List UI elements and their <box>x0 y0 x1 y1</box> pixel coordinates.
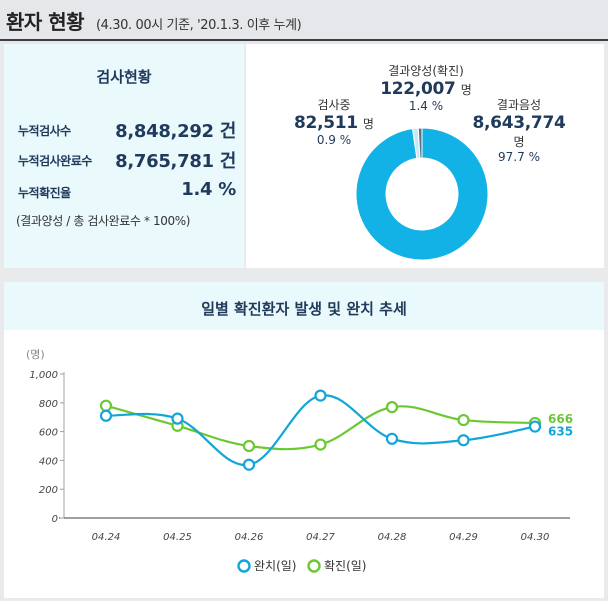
chart-title-bar <box>4 282 604 330</box>
page-header: 환자 현황 (4.30. 00시 기준, '20.1.3. 이후 누계) <box>0 0 608 44</box>
y-tick-label: 600 <box>39 428 58 439</box>
x-tick-label: 04.26 <box>235 532 264 543</box>
negative-name: 결과음성 <box>496 98 542 112</box>
x-tick-label: 04.27 <box>306 532 335 543</box>
end-value-label: 666 <box>548 412 573 426</box>
data-point[interactable] <box>314 389 327 402</box>
x-tick-label: 04.28 <box>378 532 407 543</box>
stat-label: 누적확진율 <box>18 186 71 200</box>
test-status-title: 검사현황 <box>96 68 152 86</box>
positive-name: 결과양성(확진) <box>388 64 464 78</box>
stat-value: 8,765,781 건 <box>115 151 236 172</box>
data-point[interactable] <box>385 401 399 414</box>
x-tick-label: 04.25 <box>163 532 192 543</box>
stat-value: 1.4 % <box>181 179 236 200</box>
donut-chart <box>355 127 489 261</box>
negative-value: 8,643,774 <box>472 113 566 133</box>
legend-label[interactable]: 확진(일) <box>324 559 366 573</box>
daily-trend-panel: 일별 확진환자 발생 및 완치 추세 (명) 0 200 400 600 800 1,000… <box>4 282 604 598</box>
y-tick-label: 800 <box>39 399 58 410</box>
donut-label-positive: 결과양성(확진) 122,007 명 1.4 % <box>366 62 486 113</box>
negative-unit: 명 <box>513 135 525 149</box>
stat-value: 8,848,292 건 <box>115 121 236 142</box>
legend-marker[interactable] <box>307 559 321 573</box>
data-point[interactable] <box>171 412 184 425</box>
legend-label[interactable]: 완치(일) <box>254 559 296 573</box>
x-tick-label: 04.29 <box>449 532 478 543</box>
result-donut-panel: 검사중 82,511 명 0.9 % 결과양성(확진) 122,007 명 1.… <box>246 44 604 268</box>
donut-label-testing: 검사중 82,511 명 0.9 % <box>286 96 382 147</box>
testing-name: 검사중 <box>317 98 351 112</box>
positive-value: 122,007 <box>380 79 456 99</box>
positive-percent: 1.4 % <box>408 99 444 113</box>
negative-percent: 97.7 % <box>498 150 540 164</box>
stat-row-positive-rate: 누적확진율 1.4 % <box>18 178 236 204</box>
stat-label: 누적검사수 <box>18 124 71 138</box>
positive-unit: 명 <box>460 83 472 97</box>
data-point[interactable] <box>528 420 542 433</box>
x-tick-label: 04.24 <box>92 532 121 543</box>
y-unit-label: (명) <box>26 348 45 361</box>
x-tick-label: 04.30 <box>521 532 550 543</box>
page-subtitle: (4.30. 00시 기준, '20.1.3. 이후 누계) <box>96 18 302 33</box>
testing-unit: 명 <box>362 117 374 131</box>
formula-note: (결과양성 / 총 검사완료수 * 100%) <box>16 214 190 228</box>
data-point[interactable] <box>457 413 470 427</box>
stat-row-total-tests: 누적검사수 8,848,292 건 <box>18 116 236 142</box>
end-value-label: 635 <box>548 425 573 439</box>
data-point[interactable] <box>99 409 113 422</box>
stat-label: 누적검사완료수 <box>18 154 92 168</box>
data-point[interactable] <box>99 399 113 412</box>
stat-row-completed-tests: 누적검사완료수 8,765,781 건 <box>18 146 236 172</box>
data-point[interactable] <box>314 438 327 451</box>
series-line-0 <box>105 394 536 466</box>
testing-value: 82,511 <box>294 113 358 133</box>
y-tick-label: 1,000 <box>29 370 58 381</box>
data-point[interactable] <box>242 458 256 471</box>
data-point[interactable] <box>385 432 399 445</box>
data-point[interactable] <box>242 439 256 453</box>
y-tick-label: 0 <box>52 514 58 525</box>
header-divider <box>0 39 608 41</box>
donut-label-negative: 결과음성 8,643,774 명 97.7 % <box>464 96 574 164</box>
page-title: 환자 현황 <box>6 10 85 34</box>
line-chart: (명) 0 200 400 600 800 1,000 04.24 04.25 04.26 04.2… <box>26 348 573 573</box>
chart-title: 일별 확진환자 발생 및 완치 추세 <box>201 300 407 318</box>
data-point[interactable] <box>457 434 470 447</box>
y-tick-label: 400 <box>39 456 58 467</box>
testing-percent: 0.9 % <box>316 133 352 147</box>
y-tick-label: 200 <box>39 485 58 496</box>
legend-marker[interactable] <box>237 559 251 573</box>
test-status-panel: 검사현황 누적검사수 8,848,292 건 누적검사완료수 8,765,781… <box>4 44 244 268</box>
donut-slice-negative <box>355 127 489 261</box>
